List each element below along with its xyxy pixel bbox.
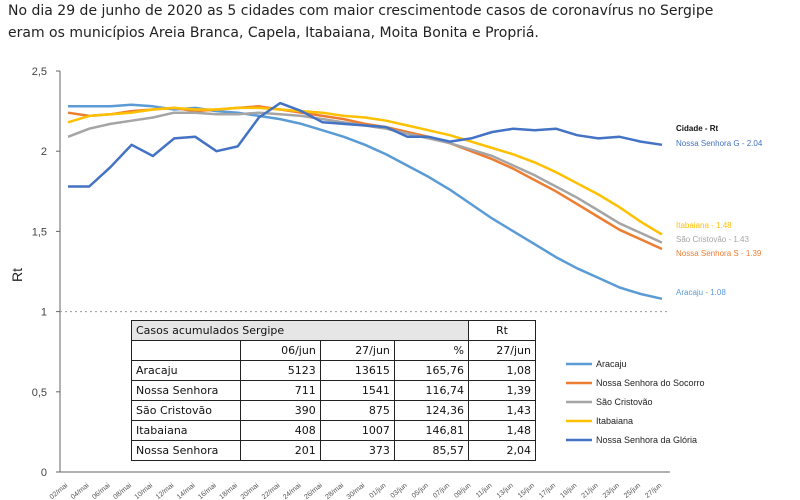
table-cell: 1,39 (468, 380, 536, 401)
table-cell: 390 (239, 400, 321, 421)
caption-line-2: eram os municípios Areia Branca, Capela,… (8, 25, 539, 41)
legend-label: Aracaju (596, 359, 627, 369)
table-cell: 1,43 (468, 400, 536, 421)
city-name-cell: São Cristovão (131, 400, 241, 421)
x-tick-label: 25/jun (623, 482, 642, 500)
table-cell: 2,04 (468, 440, 536, 461)
table-cell: 1007 (319, 420, 395, 441)
y-tick-label: 0 (41, 467, 47, 479)
table-row: São Cristovão 390 875 124,36 1,43 (131, 400, 536, 421)
table-cell: 373 (319, 440, 395, 461)
table-cell: 124,36 (393, 400, 470, 421)
x-tick-label: 13/jun (496, 482, 515, 500)
x-tick-label: 06/mai (91, 482, 112, 500)
table-cell: 201 (239, 440, 321, 461)
column-header: 27/jun (319, 340, 395, 361)
x-tick-label: 30/mai (346, 482, 367, 500)
series-line (68, 101, 663, 188)
table-cell: 116,74 (393, 380, 470, 401)
table-row: Nossa Senhora 711 1541 116,74 1,39 (131, 380, 536, 401)
series-end-label: Nossa Senhora G - 2.04 (676, 139, 763, 148)
y-axis-label: Rt (9, 268, 25, 282)
table-cell: 408 (239, 420, 321, 441)
table-cell: 165,76 (393, 360, 470, 381)
table-cell: 1541 (319, 380, 395, 401)
series-end-label: Itabaiana - 1.48 (676, 221, 732, 230)
city-name-cell: Nossa Senhora (131, 380, 241, 401)
legend-label: Nossa Senhora do Socorro (596, 378, 705, 388)
series-line (67, 105, 663, 251)
table-cell: 1,08 (468, 360, 536, 381)
table-row: Aracaju 5123 13615 165,76 1,08 (131, 360, 536, 381)
column-header (131, 340, 241, 361)
table-column-row: 06/jun 27/jun % 27/jun (131, 340, 536, 361)
x-tick-label: 19/jun (559, 482, 578, 500)
legend-label: Nossa Senhora da Glória (596, 435, 697, 445)
table-cell: 146,81 (393, 420, 470, 441)
legend-label: São Cristovão (596, 397, 653, 407)
table-cell: 1,48 (468, 420, 536, 441)
x-tick-label: 14/mai (176, 482, 197, 500)
column-header: 27/jun (468, 340, 536, 361)
x-tick-label: 02/mai (49, 482, 70, 500)
city-name-cell: Itabaiana (131, 420, 241, 441)
x-tick-label: 05/jun (411, 482, 430, 500)
x-tick-label: 17/jun (538, 482, 557, 500)
x-tick-label: 11/jun (475, 482, 494, 499)
y-tick-label: 1,5 (32, 226, 47, 238)
y-tick-label: 0,5 (32, 387, 47, 399)
column-header: % (393, 340, 470, 361)
table-cell: 5123 (239, 360, 321, 381)
table-row: Itabaiana 408 1007 146,81 1,48 (131, 420, 536, 441)
series-end-label: São Cristovão - 1.43 (676, 235, 749, 244)
series-end-label: Aracaju - 1.08 (676, 288, 726, 297)
x-tick-label: 03/jun (390, 482, 409, 500)
table-header-row: Casos acumulados Sergipe Rt (131, 320, 536, 341)
x-tick-label: 20/mai (240, 482, 261, 500)
table-cell: 85,57 (393, 440, 470, 461)
x-tick-label: 09/jun (453, 482, 472, 500)
city-name-cell: Nossa Senhora (131, 440, 241, 461)
x-tick-label: 04/mai (70, 482, 91, 500)
x-tick-label: 10/mai (134, 482, 155, 500)
y-tick-label: 2 (41, 146, 47, 158)
city-name-cell: Aracaju (131, 360, 241, 381)
y-tick-label: 2,5 (32, 66, 47, 78)
table-cell: 13615 (319, 360, 395, 381)
series-end-label: Nossa Senhora S - 1.39 (676, 249, 762, 258)
x-tick-label: 15/jun (517, 482, 536, 500)
x-tick-label: 08/mai (112, 482, 133, 500)
table-rt-header: Rt (468, 320, 536, 341)
x-tick-label: 12/mai (155, 482, 176, 500)
table-row: Nossa Senhora 201 373 85,57 2,04 (131, 440, 536, 461)
caption: No dia 29 de junho de 2020 as 5 cidades … (8, 0, 788, 44)
x-tick-label: 22/mai (261, 482, 282, 500)
x-tick-label: 16/mai (197, 482, 218, 500)
end-label-header: Cidade - Rt (676, 124, 719, 133)
series-line (67, 106, 663, 236)
series-line (67, 111, 663, 244)
x-tick-label: 27/jun (644, 482, 663, 500)
y-tick-label: 1 (41, 307, 47, 319)
table-title: Casos acumulados Sergipe (131, 320, 469, 341)
table-cell: 875 (319, 400, 395, 421)
x-tick-label: 21/jun (581, 482, 600, 500)
cases-table: Casos acumulados Sergipe Rt 06/jun 27/ju… (131, 320, 536, 461)
x-tick-label: 07/jun (432, 482, 451, 500)
x-tick-label: 01/jun (368, 482, 387, 500)
x-tick-label: 18/mai (218, 482, 239, 500)
x-tick-label: 23/jun (602, 482, 621, 500)
legend-label: Itabaiana (596, 416, 633, 426)
caption-line-1: No dia 29 de junho de 2020 as 5 cidades … (8, 3, 714, 19)
column-header: 06/jun (239, 340, 321, 361)
x-tick-label: 24/mai (282, 482, 303, 500)
x-tick-label: 28/mai (324, 482, 345, 500)
table-cell: 711 (239, 380, 321, 401)
x-tick-label: 26/mai (303, 482, 324, 500)
